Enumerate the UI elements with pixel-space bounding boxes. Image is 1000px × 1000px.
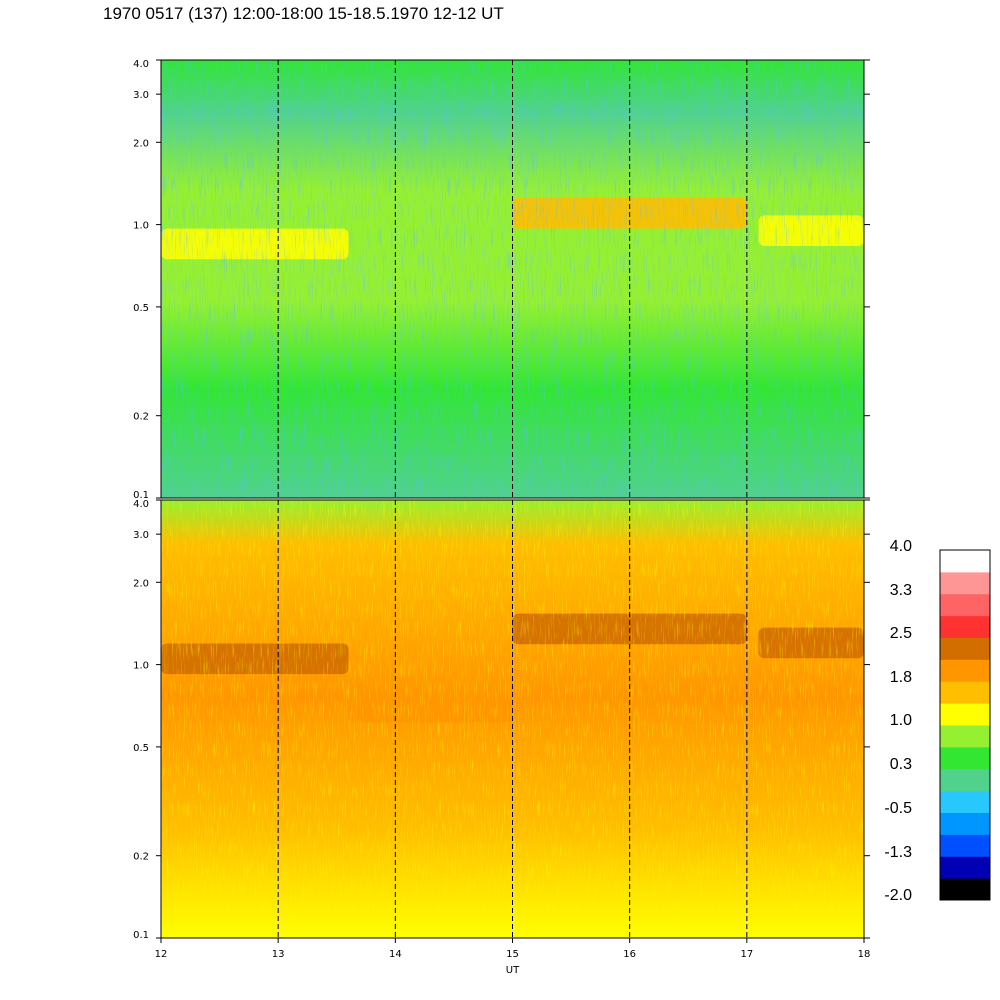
ytick-label-bottom-2: 0.5: [133, 743, 149, 754]
colorbar-label-8: -2.0: [884, 887, 912, 904]
xtick-label-2: 14: [389, 949, 402, 960]
ytick-label-bottom-3: 1.0: [133, 661, 149, 672]
colorbar-label-1: 3.3: [890, 582, 912, 599]
chart-title: 1970 0517 (137) 12:00-18:00 15-18.5.1970…: [103, 4, 504, 23]
colorbar-swatch-15: [940, 550, 990, 573]
colorbar-swatch-13: [940, 593, 990, 617]
top-panel: [161, 60, 864, 498]
colorbar-swatch-9: [940, 681, 990, 704]
colorbar-label-0: 4.0: [890, 538, 912, 555]
colorbar-swatch-2: [940, 834, 990, 857]
xtick-label-6: 18: [858, 949, 871, 960]
colorbar-swatch-12: [940, 615, 990, 638]
colorbar-frame: [939, 549, 991, 901]
xtick-label-4: 16: [623, 949, 636, 960]
xtick-label-0: 12: [155, 949, 168, 960]
colorbar-label-2: 2.5: [890, 625, 912, 642]
ytick-label-bottom-6: 4.0: [133, 499, 149, 510]
colorbar-swatch-11: [940, 637, 990, 660]
ytick-label-top-1: 0.2: [133, 412, 149, 423]
colorbar-swatch-4: [940, 790, 990, 813]
colorbar-swatch-1: [940, 856, 990, 879]
ytick-label-bottom-5: 3.0: [133, 530, 149, 541]
xtick-label-5: 17: [740, 949, 753, 960]
x-axis-label: UT: [506, 965, 520, 976]
bottom-panel: [161, 500, 864, 938]
colorbar: 4.0 3.3 2.5 1.8 1.0 0.3 -0.5 -1.3 -2.0: [884, 538, 991, 904]
colorbar-swatch-5: [940, 768, 990, 792]
colorbar-swatch-0: [940, 878, 990, 901]
colorbar-swatch-14: [940, 571, 990, 595]
axes: 0.10.20.51.02.03.04.00.10.20.51.02.03.04…: [133, 59, 870, 976]
colorbar-swatch-10: [940, 659, 990, 682]
ytick-label-top-2: 0.5: [133, 303, 149, 314]
ytick-label-top-3: 1.0: [133, 221, 149, 232]
ytick-label-bottom-4: 2.0: [133, 578, 149, 589]
colorbar-label-5: 0.3: [890, 756, 912, 773]
colorbar-swatch-3: [940, 812, 990, 835]
colorbar-swatch-7: [940, 725, 990, 748]
colorbar-label-4: 1.0: [890, 712, 912, 729]
bottom-panel-dashed-lines: [277, 500, 748, 938]
top-panel-frame: [160, 59, 865, 499]
ytick-label-top-5: 3.0: [133, 90, 149, 101]
ytick-label-bottom-0: 0.1: [133, 930, 149, 941]
ytick-label-top-6: 4.0: [133, 59, 149, 70]
colorbar-label-3: 1.8: [890, 669, 912, 686]
ytick-label-top-4: 2.0: [133, 138, 149, 149]
xtick-label-3: 15: [506, 949, 519, 960]
ytick-label-bottom-1: 0.2: [133, 852, 149, 863]
ytick-label-top-0: 0.1: [133, 490, 149, 501]
colorbar-label-7: -1.3: [884, 844, 912, 861]
colorbar-swatch-6: [940, 746, 990, 770]
top-panel-dashed-lines: [277, 60, 748, 498]
xtick-label-1: 13: [272, 949, 285, 960]
colorbar-swatch-8: [940, 703, 990, 726]
colorbar-label-6: -0.5: [884, 800, 912, 817]
